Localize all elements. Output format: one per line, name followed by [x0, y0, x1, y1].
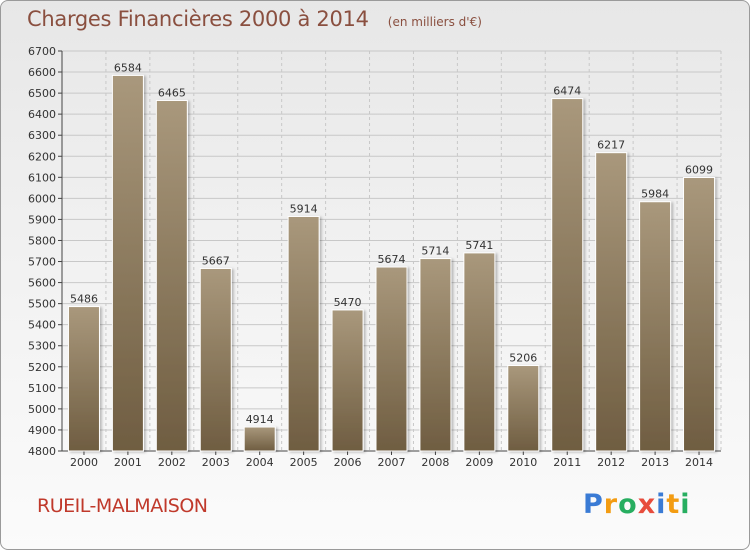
value-label-2013: 5984	[641, 188, 669, 201]
y-tick-label: 6500	[28, 87, 56, 100]
x-tick-label-2009: 2009	[465, 456, 493, 469]
bar-2008	[419, 258, 452, 452]
x-tick-label-2002: 2002	[158, 456, 186, 469]
value-labels: 5486 6584 6465 5667 4914 5914 5470 5674 5714 5741…	[70, 61, 713, 426]
y-tick-label: 4900	[28, 424, 56, 437]
value-label-2012: 6217	[597, 139, 625, 152]
x-tick-label-2014: 2014	[685, 456, 713, 469]
bar-2007	[375, 266, 408, 452]
bar-2001	[111, 74, 144, 452]
y-tick-label: 6000	[28, 192, 56, 205]
x-tick-label-2008: 2008	[421, 456, 449, 469]
bar-2013	[639, 201, 672, 452]
x-tick-label-2012: 2012	[597, 456, 625, 469]
y-tick-label: 6700	[28, 45, 56, 58]
value-label-2014: 6099	[685, 164, 713, 177]
y-tick-label: 5700	[28, 256, 56, 269]
value-label-2008: 5714	[421, 245, 449, 258]
x-tick-label-2000: 2000	[70, 456, 98, 469]
bar-2000	[67, 306, 100, 452]
bars	[67, 74, 716, 452]
axes: 4800 4900 5000 5100 5200 5300 5400 5500 5600 5700…	[28, 45, 721, 469]
x-tick-label-2004: 2004	[246, 456, 274, 469]
y-tick-label: 4800	[28, 445, 56, 458]
bar-2012	[595, 152, 628, 452]
value-label-2004: 4914	[246, 413, 274, 426]
x-tick-label-2001: 2001	[114, 456, 142, 469]
value-label-2003: 5667	[202, 254, 230, 267]
x-tick-label-2010: 2010	[509, 456, 537, 469]
x-tick-label-2013: 2013	[641, 456, 669, 469]
y-tick-label: 5800	[28, 234, 56, 247]
y-tick-label: 5600	[28, 277, 56, 290]
bar-2004	[243, 426, 276, 452]
bar-2005	[287, 215, 320, 452]
y-tick-label: 5400	[28, 319, 56, 332]
y-tick-label: 5900	[28, 213, 56, 226]
y-tick-label: 6200	[28, 150, 56, 163]
proxiti-logo: Proxiti	[583, 489, 691, 520]
bar-2002	[155, 99, 188, 452]
x-tick-label-2005: 2005	[290, 456, 318, 469]
y-tick-label: 5300	[28, 340, 56, 353]
y-tick-label: 6300	[28, 129, 56, 142]
value-label-2005: 5914	[290, 202, 318, 215]
value-label-2000: 5486	[70, 293, 98, 306]
bar-2014	[683, 177, 716, 452]
value-label-2011: 6474	[553, 85, 581, 98]
x-tick-label-2003: 2003	[202, 456, 230, 469]
bar-2009	[463, 252, 496, 452]
bar-2011	[551, 98, 584, 452]
value-label-2001: 6584	[114, 61, 142, 74]
y-tick-label: 5000	[28, 403, 56, 416]
value-label-2006: 5470	[334, 296, 362, 309]
x-tick-label-2007: 2007	[378, 456, 406, 469]
y-tick-label: 6100	[28, 171, 56, 184]
bar-2010	[507, 365, 540, 452]
value-label-2010: 5206	[509, 352, 537, 365]
bar-2006	[331, 309, 364, 452]
x-tick-label-2006: 2006	[334, 456, 362, 469]
x-tick-label-2011: 2011	[553, 456, 581, 469]
bar-2003	[199, 267, 232, 452]
value-label-2007: 5674	[378, 253, 406, 266]
chart-title: Charges Financières 2000 à 2014	[27, 7, 369, 31]
city-name: RUEIL-MALMAISON	[37, 495, 208, 517]
y-tick-label: 6400	[28, 108, 56, 121]
chart-subtitle: (en milliers d'€)	[387, 15, 482, 29]
y-tick-label: 5500	[28, 298, 56, 311]
chart-title-block: Charges Financières 2000 à 2014 (en mill…	[27, 7, 482, 31]
y-tick-label: 5100	[28, 382, 56, 395]
value-label-2002: 6465	[158, 86, 186, 99]
y-tick-label: 6600	[28, 66, 56, 79]
value-label-2009: 5741	[465, 239, 493, 252]
y-tick-label: 5200	[28, 361, 56, 374]
